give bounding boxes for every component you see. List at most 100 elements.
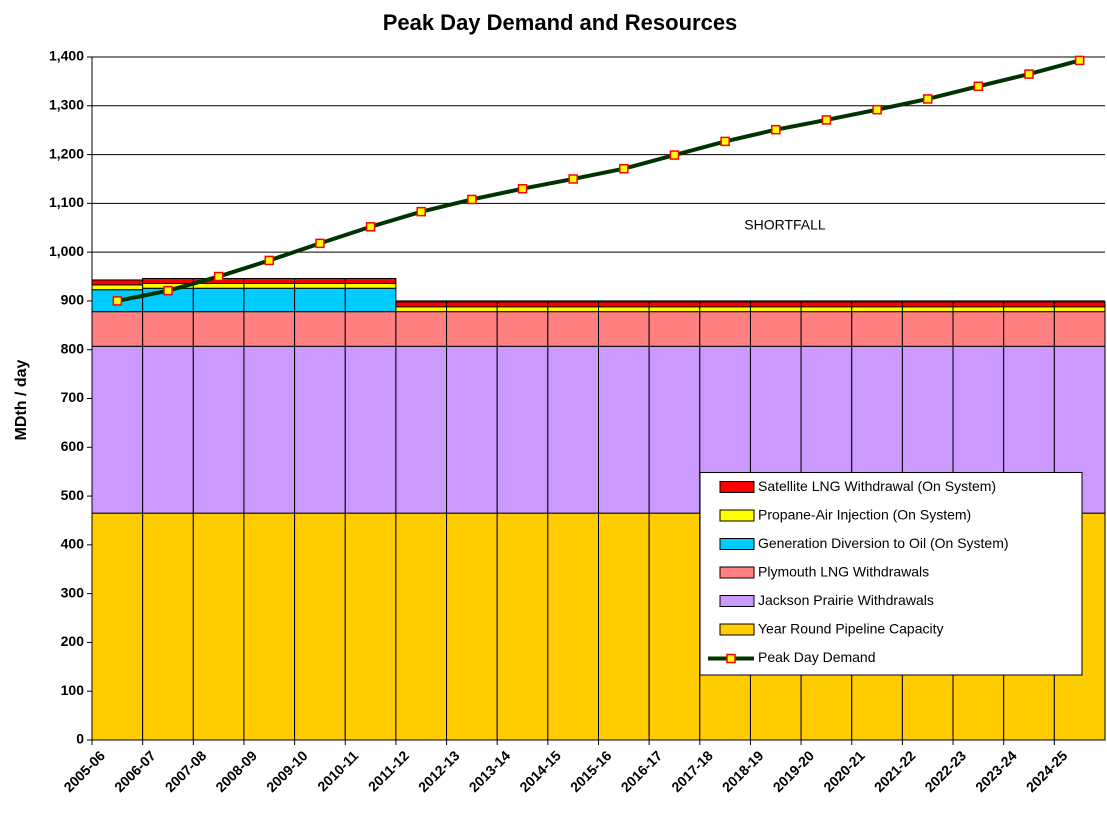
x-tick-label: 2019-20 (770, 747, 818, 795)
bar-segment (344, 287, 397, 313)
bar-segment (142, 277, 194, 284)
bar-segment (699, 301, 751, 308)
bar-segment (446, 345, 498, 514)
bar-segment (91, 345, 144, 514)
legend-swatch (719, 481, 755, 493)
x-tick-label: 2021-22 (871, 747, 919, 795)
bar-segment (648, 306, 701, 313)
line-marker (315, 238, 325, 249)
y-tick-label: 800 (61, 340, 85, 356)
bar-segment (395, 345, 448, 514)
bar-segment (192, 287, 245, 313)
bar-segment (496, 345, 549, 514)
bar-segment (91, 284, 144, 291)
legend-label: Generation Diversion to Oil (On System) (758, 535, 1009, 551)
legend-swatch (719, 566, 755, 579)
bar-segment (142, 512, 194, 741)
bar-segment (294, 311, 346, 347)
legend-swatch-marker (726, 653, 736, 664)
legend-label: Propane-Air Injection (On System) (758, 507, 971, 523)
bar-segment (648, 311, 701, 347)
line-marker (467, 194, 477, 205)
x-tick-label: 2016-17 (618, 747, 666, 795)
bar-segment (192, 345, 245, 514)
bar-segment (294, 277, 346, 284)
line-marker (973, 81, 984, 92)
bar-segment (395, 306, 448, 313)
line-marker (619, 163, 629, 174)
x-tick-label: 2007-08 (162, 747, 210, 795)
legend-label: Jackson Prairie Withdrawals (758, 592, 934, 608)
line-series (116, 58, 1081, 303)
bar-segment (496, 306, 549, 313)
x-tick-label: 2010-11 (314, 747, 361, 794)
bar-segment (851, 311, 903, 347)
y-tick-label: 300 (61, 584, 85, 600)
bar-segment (91, 279, 144, 286)
bar-segment (598, 345, 650, 514)
bar-segment (192, 512, 245, 741)
x-tick-label: 2015-16 (567, 747, 615, 795)
bar-segment (192, 282, 245, 289)
y-axis-label: MDth / day (13, 359, 30, 440)
x-tick-label: 2005-06 (60, 747, 108, 795)
bar-segment (952, 301, 1005, 308)
line-marker (163, 285, 173, 296)
bar-segment (344, 277, 397, 284)
bar-segment (496, 301, 549, 308)
bar-segment (142, 311, 194, 347)
bar-segment (547, 301, 599, 308)
y-tick-label: 0 (76, 731, 84, 747)
x-tick-label: 2022-23 (921, 747, 969, 795)
bar-segment (1003, 311, 1055, 347)
bar-segment (648, 301, 701, 308)
line-marker (872, 104, 882, 115)
y-tick-label: 200 (61, 633, 85, 649)
x-tick-label: 2017-18 (668, 747, 716, 795)
bar-segment (800, 306, 853, 313)
y-tick-label: 1,000 (49, 243, 84, 259)
bar-segment (547, 345, 599, 514)
legend-swatch (719, 538, 755, 550)
bar-segment (1053, 311, 1106, 347)
y-tick-label: 100 (61, 682, 85, 698)
bar-segment (749, 311, 802, 347)
y-tick-label: 400 (61, 536, 85, 552)
x-tick-label: 2024-25 (1023, 747, 1071, 795)
bar-segment (344, 311, 397, 347)
bar-segment (294, 287, 346, 313)
bar-segment (800, 301, 853, 308)
line-marker (771, 124, 781, 135)
legend-label: Plymouth LNG Withdrawals (758, 564, 929, 580)
bar-segment (344, 345, 397, 514)
bar-segment (547, 311, 599, 347)
bar-segment (749, 301, 802, 308)
line-marker (1024, 69, 1034, 79)
chart-title: Peak Day Demand and Resources (383, 10, 738, 35)
line-marker (112, 296, 123, 306)
bar-segment (598, 306, 650, 313)
bar-segment (294, 282, 346, 289)
bar-segment (446, 306, 498, 313)
bar-segment (91, 512, 144, 741)
bar-segment (648, 512, 701, 741)
line-marker (821, 115, 832, 125)
x-tick-label: 2023-24 (972, 747, 1020, 795)
bar-segment (446, 311, 498, 347)
y-tick-label: 1,300 (49, 96, 84, 112)
bar-segment (446, 512, 498, 741)
x-tick-label: 2013-14 (466, 747, 514, 795)
x-tick-label: 2012-13 (415, 747, 463, 795)
y-tick-label: 900 (61, 292, 85, 308)
x-tick-label: 2011-12 (365, 747, 412, 794)
x-tick-label: 2006-07 (111, 747, 159, 795)
x-tick-label: 2014-15 (516, 747, 564, 795)
bar-segment (243, 287, 296, 313)
bar-segment (547, 306, 599, 313)
bar-segment (1053, 306, 1106, 313)
line-marker (517, 183, 528, 194)
bar-segment (901, 311, 954, 347)
bar-segment (699, 311, 751, 347)
bar-segment (344, 512, 397, 741)
line-marker (213, 271, 224, 282)
